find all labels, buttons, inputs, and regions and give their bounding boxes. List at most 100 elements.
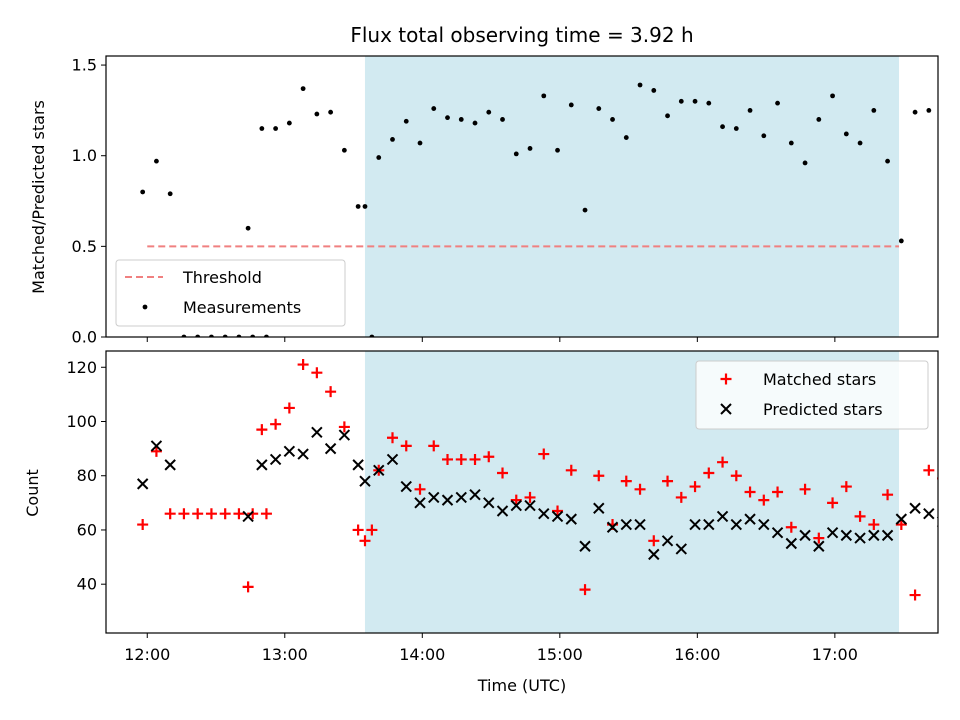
matched-star-marker xyxy=(256,424,268,436)
predicted-star-marker xyxy=(483,497,495,509)
predicted-star-marker xyxy=(510,499,522,512)
matched-star-marker xyxy=(799,483,811,495)
matched-star-marker xyxy=(772,486,784,498)
predicted-star-marker xyxy=(703,518,715,531)
y-tick-label: 1.0 xyxy=(72,146,97,165)
legend-box xyxy=(115,259,346,327)
predicted-star-marker xyxy=(813,540,825,552)
predicted-star-marker xyxy=(716,510,729,523)
predicted-star-marker xyxy=(373,464,385,477)
measurement-point xyxy=(747,107,753,113)
measurement-point xyxy=(417,140,423,146)
matched-star-marker xyxy=(703,467,715,479)
predicted-star-marker xyxy=(283,445,296,458)
legend-predicted-label: Predicted stars xyxy=(763,400,883,419)
axes-frame xyxy=(105,350,939,634)
y-tick-label: 0.5 xyxy=(72,237,97,256)
predicted-star-marker xyxy=(799,529,811,542)
x-tick-label: 13:00 xyxy=(262,645,308,664)
measurement-point xyxy=(259,126,265,131)
matched-star-marker xyxy=(469,453,481,465)
legend-matched-swatch xyxy=(720,373,732,385)
measurement-point xyxy=(555,147,560,153)
predicted-star-marker xyxy=(297,448,309,460)
measurement-point xyxy=(403,118,409,124)
matched-star-marker xyxy=(414,483,426,495)
predicted-star-marker xyxy=(881,529,894,542)
measurement-point xyxy=(843,131,849,137)
predicted-star-marker xyxy=(744,513,756,525)
matched-star-marker xyxy=(352,524,364,536)
matched-star-marker xyxy=(387,432,399,444)
y-tick-label: 100 xyxy=(66,412,97,431)
predicted-star-marker xyxy=(634,518,646,531)
matched-star-marker xyxy=(442,453,454,465)
matched-star-marker xyxy=(150,445,162,457)
matched-star-marker xyxy=(868,519,880,531)
predicted-star-marker xyxy=(785,537,798,550)
measurement-point xyxy=(341,147,347,153)
matched-star-marker xyxy=(538,448,550,460)
matched-star-marker xyxy=(428,440,440,452)
predicted-star-marker xyxy=(469,489,481,501)
measurement-point xyxy=(273,126,279,131)
predicted-star-marker xyxy=(840,529,853,542)
measurement-point xyxy=(954,66,959,71)
measurement-point xyxy=(610,117,615,122)
matched-star-marker xyxy=(270,418,282,430)
measurement-point xyxy=(940,81,945,86)
y-tick-label: 40 xyxy=(77,575,97,594)
predicted-star-marker xyxy=(771,526,784,539)
observing-window-shade xyxy=(364,56,900,337)
legend-box xyxy=(695,360,929,430)
measurement-point xyxy=(651,88,657,93)
predicted-star-marker xyxy=(620,518,632,531)
predicted-star-marker xyxy=(675,543,688,555)
top-y-axis-label: Matched/Predicted stars xyxy=(29,100,48,294)
measurement-point xyxy=(513,151,519,157)
matched-star-marker xyxy=(297,359,309,371)
matched-star-marker xyxy=(909,589,921,601)
matched-star-marker xyxy=(648,535,660,547)
x-tick-label: 17:00 xyxy=(812,645,858,664)
measurement-point xyxy=(788,140,794,146)
matched-star-marker xyxy=(311,367,323,379)
matched-star-marker xyxy=(744,486,756,498)
measurement-point xyxy=(926,107,932,113)
measurement-point xyxy=(527,146,533,151)
predicted-star-marker xyxy=(455,491,467,504)
measurement-point xyxy=(816,117,822,122)
matched-star-marker xyxy=(455,453,467,465)
measurement-point xyxy=(445,115,450,121)
matched-star-marker xyxy=(923,464,935,476)
measurement-point xyxy=(623,135,629,140)
predicted-star-marker xyxy=(909,502,921,514)
plot-area xyxy=(140,56,959,337)
matched-star-marker xyxy=(579,584,591,596)
predicted-star-marker xyxy=(538,507,550,520)
matched-star-marker xyxy=(593,470,605,482)
predicted-star-marker xyxy=(496,505,509,517)
matched-star-marker xyxy=(260,508,272,520)
predicted-star-marker xyxy=(854,532,866,544)
measurement-point xyxy=(678,98,684,104)
matched-star-marker xyxy=(565,464,577,476)
matched-star-marker xyxy=(283,402,295,414)
predicted-star-marker xyxy=(269,453,282,466)
measurement-point xyxy=(300,86,306,92)
measurement-point xyxy=(775,100,780,106)
matched-star-marker xyxy=(164,508,176,520)
matched-star-marker xyxy=(758,494,770,506)
measurement-point xyxy=(596,106,602,111)
matched-star-marker xyxy=(634,483,646,495)
measurement-point xyxy=(376,155,382,160)
bottom-y-axis-label: Count xyxy=(23,469,42,517)
matched-star-marker xyxy=(895,519,907,531)
measurement-point xyxy=(154,158,159,164)
predicted-star-marker xyxy=(386,453,399,466)
matched-star-marker xyxy=(937,477,938,480)
bottom-panel: 40 60 80 100 120 12:00 13:00 14:00 15:00 16:00 17:… xyxy=(66,350,939,664)
measurement-point xyxy=(500,117,505,122)
matched-star-marker xyxy=(338,421,350,433)
